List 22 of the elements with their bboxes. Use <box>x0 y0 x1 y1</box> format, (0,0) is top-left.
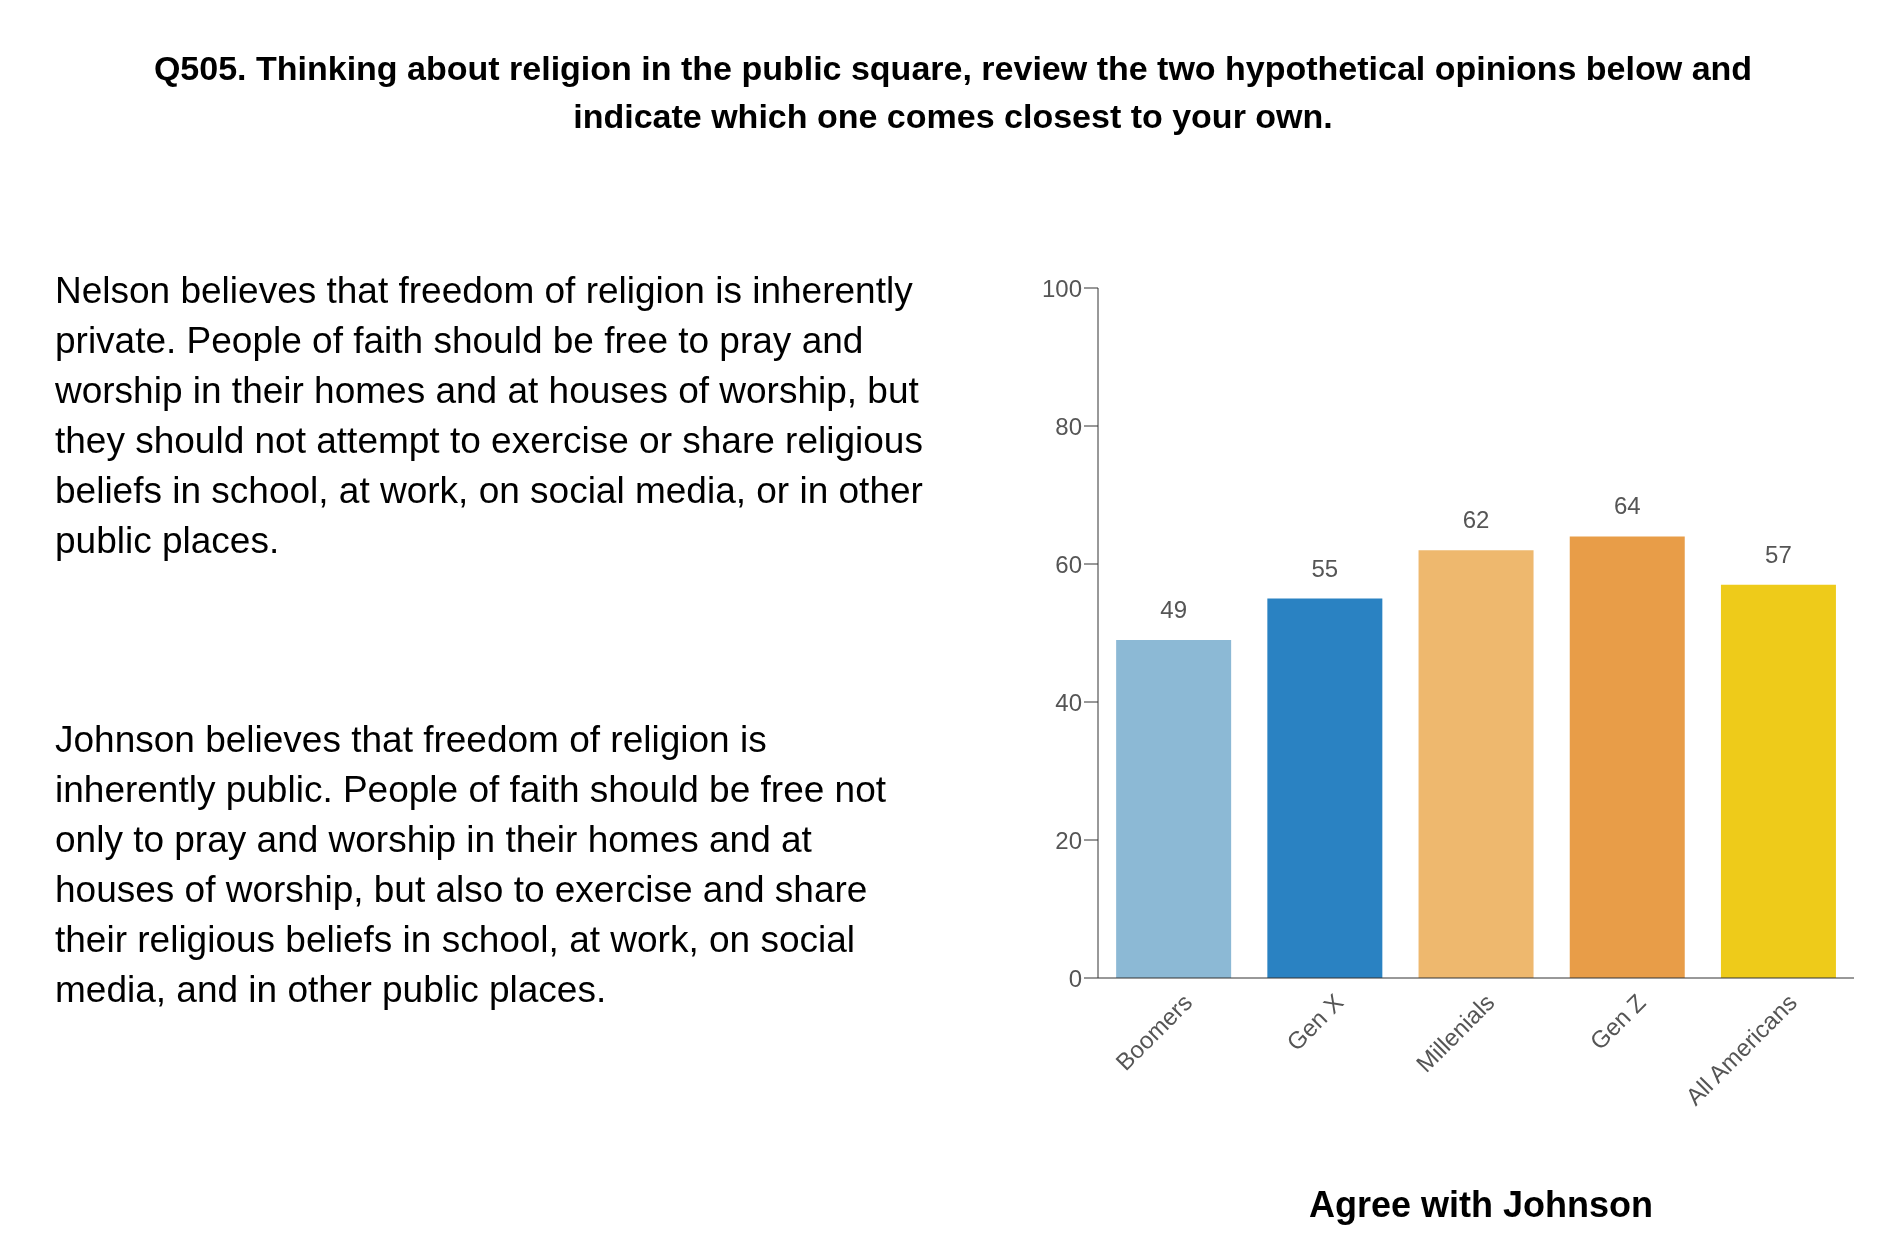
x-axis-title: Agree with Johnson <box>1308 1184 1654 1226</box>
y-tick-label: 100 <box>1041 274 1082 302</box>
data-label: 49 <box>1160 595 1187 623</box>
bar <box>1418 550 1534 978</box>
bar <box>1116 639 1232 978</box>
y-tick-label: 0 <box>1068 964 1082 992</box>
y-tick-label: 80 <box>1055 412 1082 440</box>
x-tick-label: Gen Z <box>1584 988 1651 1055</box>
text: Nelson believes that freedom of religion is inherently private. People of faith should be free to pray and worship in their homes and at houses of worship, but they should not attempt to exercise or share religious beliefs in school, at work, on social media, or in other public places. <box>55 269 924 563</box>
y-tick-label: 60 <box>1055 550 1082 578</box>
data-label: 57 <box>1765 540 1792 568</box>
chart-title: Q505. Thinking about religion in the public square, review the two hypothetical opinions below and indicate which one comes closest to your own. <box>152 48 1754 137</box>
y-tick-label: 40 <box>1055 688 1082 716</box>
data-label: 62 <box>1462 506 1490 534</box>
y-tick-label: 20 <box>1055 826 1082 854</box>
bar <box>1569 536 1685 978</box>
text: Johnson believes that freedom of religion is inherently public. People of faith should be free not only to pray and worship in their homes and at houses of worship, but also to exercise and share their religious beliefs in school, at work, on social media, and in other public places. <box>55 718 887 1012</box>
bar <box>1720 584 1836 978</box>
data-label: 55 <box>1311 554 1339 582</box>
bar <box>1267 598 1383 978</box>
data-label: 64 <box>1613 492 1641 520</box>
x-tick-label: Gen X <box>1281 988 1349 1056</box>
